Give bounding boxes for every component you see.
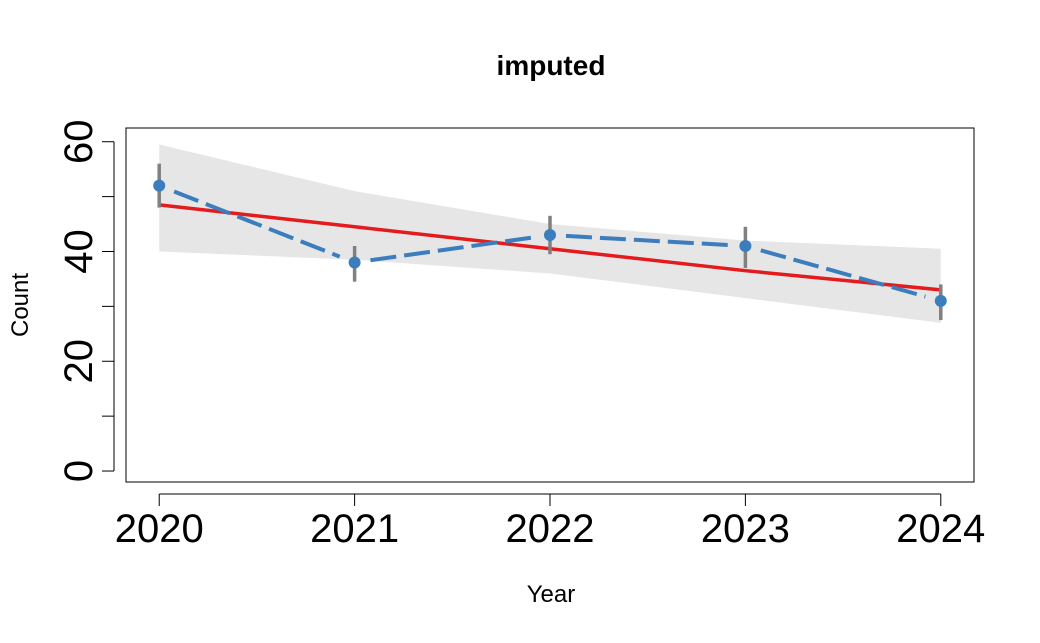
observed-line-segment	[370, 235, 535, 263]
x-tick-label: 2023	[701, 507, 790, 551]
y-tick-label: 20	[57, 339, 101, 384]
y-tick-label: 40	[57, 229, 101, 274]
x-tick-label: 2021	[310, 507, 399, 551]
observed-line-segment	[565, 233, 730, 248]
data-point	[544, 229, 556, 242]
y-axis-label: Count	[7, 273, 34, 337]
data-point	[934, 294, 947, 307]
plot-frame	[125, 127, 975, 483]
chart-title: imputed	[497, 50, 606, 81]
x-axis-label: Year	[527, 581, 576, 608]
data-point	[739, 240, 752, 252]
y-tick-label: 0	[57, 460, 101, 482]
x-tick-label: 2020	[115, 507, 204, 551]
x-axis: 2020 2021 2022 2023 2024	[115, 493, 985, 551]
observed-line-segment	[760, 248, 926, 299]
x-tick-label: 2022	[506, 507, 595, 551]
y-tick-label: 60	[57, 119, 101, 164]
observed-line-segment	[173, 189, 341, 259]
data-point	[348, 256, 361, 269]
observed-layer	[153, 163, 947, 321]
data-point	[153, 179, 166, 192]
y-axis: 0 20 40 60	[57, 119, 115, 482]
x-tick-label: 2024	[896, 507, 985, 551]
